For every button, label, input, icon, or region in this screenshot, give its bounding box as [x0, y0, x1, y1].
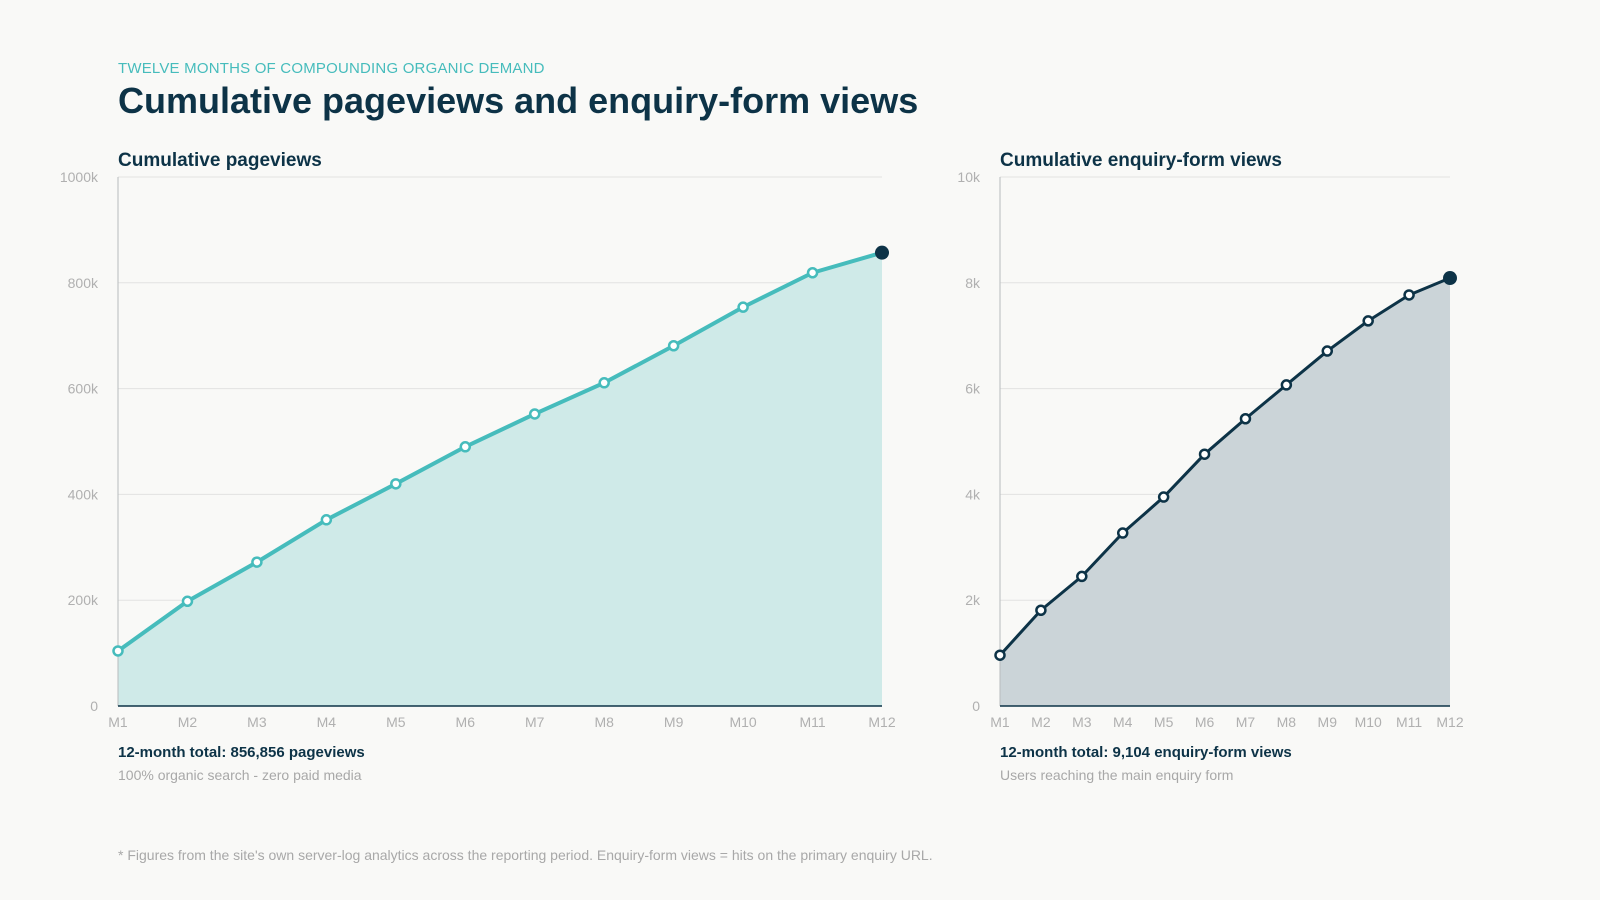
enquiry-point: [1035, 604, 1047, 617]
pageviews-point: [737, 301, 749, 313]
pageviews-point: [390, 478, 402, 490]
enquiry-line: [998, 276, 1451, 657]
pageviews-xtick-label: M12: [868, 714, 895, 730]
enquiry-note: Users reaching the main enquiry form: [1000, 767, 1234, 783]
pageviews-ytick-label: 600k: [68, 381, 99, 397]
pageviews-xtick-label: M1: [108, 714, 128, 730]
kicker: TWELVE MONTHS OF COMPOUNDING ORGANIC DEM…: [118, 60, 545, 77]
pageviews-point: [806, 266, 819, 279]
enquiry-xtick-label: M7: [1236, 714, 1256, 730]
enquiry-point: [1116, 527, 1129, 539]
pageviews-line: [116, 250, 883, 653]
pageviews-point: [459, 441, 472, 453]
enquiry-xtick-label: M8: [1277, 714, 1297, 730]
pageviews-point: [112, 645, 124, 657]
pageviews-point: [251, 556, 263, 568]
enquiry-xtick-label: M3: [1072, 714, 1092, 730]
enquiry-area: [1000, 278, 1450, 706]
pageviews-point: [598, 377, 610, 389]
pageviews-ytick-label: 200k: [68, 592, 99, 608]
enquiry-point: [1403, 289, 1415, 301]
pageviews-xtick-label: M11: [799, 714, 825, 730]
pageviews-xtick-label: M10: [729, 714, 756, 730]
enquiry-point: [1198, 448, 1211, 460]
pageviews-xtick-label: M8: [594, 714, 614, 730]
enquiry-point: [1280, 379, 1293, 391]
enquiry-xtick-label: M6: [1195, 714, 1215, 730]
enquiry-xtick-label: M12: [1436, 714, 1463, 730]
enquiry-xtick-label: M5: [1154, 714, 1174, 730]
enquiry-point: [1239, 413, 1252, 425]
enquiry-ytick-label: 6k: [965, 381, 981, 397]
pageviews-ytick-label: 800k: [68, 275, 99, 291]
pageviews-xtick-label: M3: [247, 714, 267, 730]
enquiry-xtick-label: M2: [1031, 714, 1051, 730]
pageviews-xtick-label: M7: [525, 714, 545, 730]
enquiry-point: [1321, 345, 1334, 357]
enquiry-xtick-label: M10: [1355, 714, 1382, 730]
enquiry-point: [1157, 491, 1170, 503]
enquiry-ytick-label: 10k: [957, 169, 981, 185]
pageviews-point: [667, 340, 680, 352]
pageviews-xtick-label: M4: [317, 714, 337, 730]
page-title: Cumulative pageviews and enquiry-form vi…: [118, 80, 919, 121]
pageviews-xtick-label: M6: [456, 714, 476, 730]
pageviews-xtick-label: M2: [178, 714, 198, 730]
pageviews-point: [528, 408, 541, 420]
enquiry-point: [1362, 315, 1374, 327]
pageviews-xtick-label: M5: [386, 714, 406, 730]
pageviews-ytick-label: 1000k: [60, 169, 99, 185]
enquiry-xtick-label: M11: [1396, 714, 1422, 730]
enquiry-ytick-label: 2k: [965, 592, 981, 608]
pageviews-area: [118, 252, 882, 706]
enquiry-point: [994, 649, 1006, 661]
chart-title-pageviews: Cumulative pageviews: [118, 150, 322, 171]
enquiry-total: 12-month total: 9,104 enquiry-form views: [1000, 744, 1292, 761]
pageviews-note: 100% organic search - zero paid media: [118, 767, 362, 783]
enquiry-point: [1076, 570, 1088, 583]
pageviews-ytick-label: 0: [90, 698, 98, 714]
pageviews-point-final: [875, 245, 889, 260]
enquiry-ytick-label: 4k: [965, 486, 981, 502]
enquiry-ytick-label: 0: [972, 698, 980, 714]
enquiry-xtick-label: M4: [1113, 714, 1133, 730]
footnote: * Figures from the site's own server-log…: [118, 847, 933, 863]
enquiry-ytick-label: 8k: [965, 275, 981, 291]
pageviews-point: [181, 595, 194, 608]
pageviews-total: 12-month total: 856,856 pageviews: [118, 744, 365, 761]
pageviews-ytick-label: 400k: [68, 486, 99, 502]
enquiry-xtick-label: M1: [990, 714, 1010, 730]
pageviews-point: [320, 514, 333, 526]
chart-title-enquiry: Cumulative enquiry-form views: [1000, 150, 1282, 171]
pageviews-xtick-label: M9: [664, 714, 684, 730]
enquiry-point-final: [1443, 271, 1457, 286]
enquiry-xtick-label: M9: [1318, 714, 1338, 730]
